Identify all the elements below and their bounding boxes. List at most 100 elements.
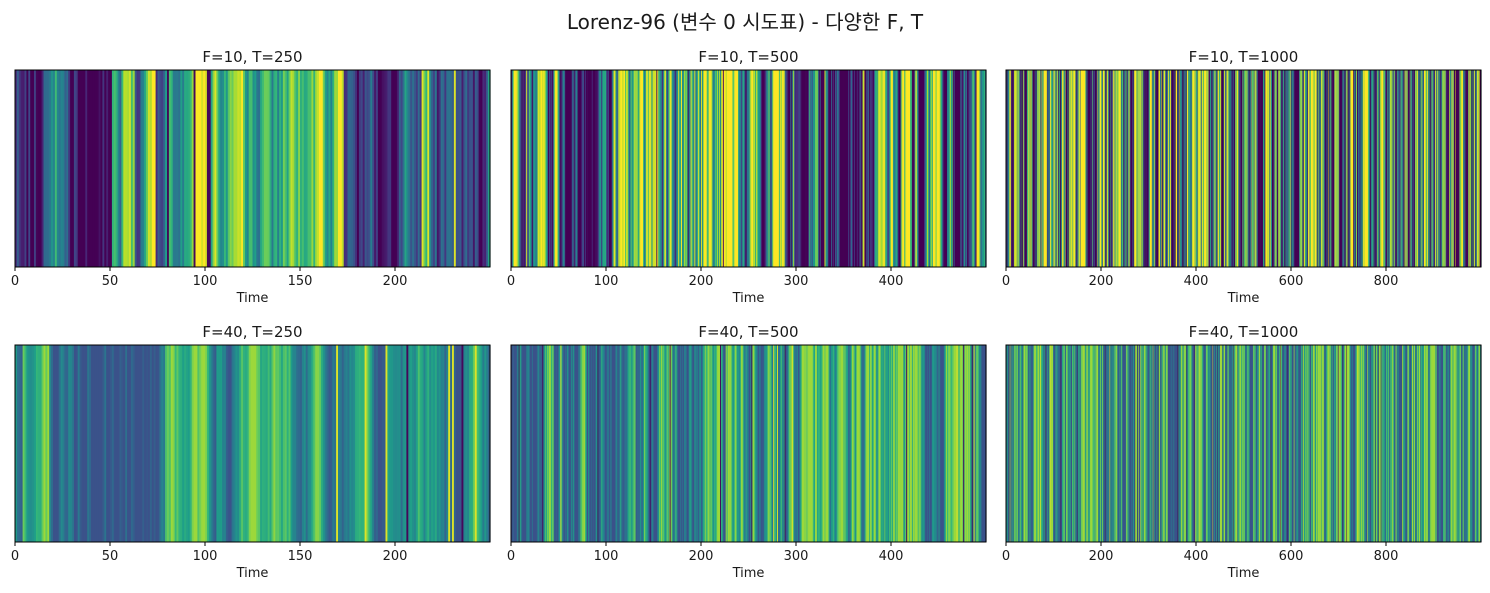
heatmap-column	[482, 345, 485, 542]
heatmap-column	[72, 70, 75, 267]
heatmap-column	[705, 70, 708, 267]
heatmap-column	[300, 345, 303, 542]
heatmap-column	[172, 345, 176, 542]
heatmap-column	[32, 345, 35, 542]
heatmap-column	[530, 345, 532, 542]
heatmap-column	[457, 345, 461, 542]
heatmap-column	[130, 70, 134, 267]
heatmap-column	[910, 70, 912, 267]
heatmap-column	[459, 345, 463, 542]
heatmap-column	[89, 345, 92, 542]
heatmap-column	[326, 70, 330, 267]
heatmap-column	[579, 70, 581, 267]
heatmap-column	[104, 70, 107, 267]
heatmap-column	[859, 345, 862, 542]
heatmap-column	[905, 70, 907, 267]
heatmap-column	[45, 345, 48, 542]
heatmap-column	[645, 70, 648, 267]
heatmap-column	[933, 70, 936, 267]
heatmap-column	[913, 70, 916, 267]
heatmap-column	[781, 70, 784, 267]
heatmap-column	[85, 70, 88, 267]
heatmap-column	[872, 345, 874, 542]
heatmap-column	[41, 345, 45, 542]
heatmap-column	[351, 345, 354, 542]
heatmap-column	[810, 70, 812, 267]
heatmap-column	[372, 345, 375, 542]
heatmap-column	[955, 345, 958, 542]
heatmap-column	[267, 345, 271, 542]
heatmap-column	[552, 70, 555, 267]
heatmap-column	[429, 345, 432, 542]
x-axis-label: Time	[236, 291, 269, 306]
heatmap-column	[626, 70, 629, 267]
heatmap-column	[787, 345, 789, 542]
heatmap-column	[578, 70, 580, 267]
heatmap-column	[79, 70, 83, 267]
heatmap-column	[262, 70, 265, 267]
heatmap-column	[298, 345, 301, 542]
heatmap-column	[585, 70, 587, 267]
heatmap-column	[767, 345, 770, 542]
heatmap-column	[640, 70, 642, 267]
heatmap-column	[917, 70, 920, 267]
heatmap-column	[376, 345, 379, 542]
heatmap-column	[568, 345, 570, 542]
heatmap-column	[625, 70, 627, 267]
heatmap-column	[658, 70, 660, 267]
heatmap-column	[222, 70, 225, 267]
heatmap-column	[777, 70, 779, 267]
heatmap-column	[667, 345, 670, 542]
heatmap-column	[732, 345, 734, 542]
heatmap-column	[176, 70, 179, 267]
heatmap-column	[964, 345, 966, 542]
x-tick-label: 400	[879, 274, 904, 289]
heatmap-column	[429, 70, 432, 267]
heatmap-column	[651, 70, 654, 267]
heatmap-column	[237, 345, 240, 542]
heatmap-column	[946, 345, 948, 542]
heatmap-column	[865, 70, 867, 267]
heatmap-column	[229, 70, 233, 267]
heatmap-column	[672, 70, 675, 267]
heatmap-column	[151, 70, 155, 267]
heatmap-column	[303, 70, 307, 267]
heatmap-column	[545, 345, 547, 542]
heatmap-column	[94, 70, 98, 267]
heatmap-column	[685, 345, 688, 542]
heatmap-column	[208, 70, 212, 267]
heatmap-column	[366, 345, 369, 542]
heatmap-column	[731, 345, 733, 542]
heatmap-column	[353, 345, 356, 542]
heatmap-column	[511, 70, 514, 267]
x-axis-label: Time	[236, 566, 269, 581]
heatmap-column	[685, 70, 688, 267]
heatmap-column	[883, 345, 885, 542]
heatmap-column	[49, 70, 52, 267]
heatmap-column	[313, 70, 316, 267]
heatmap-column	[897, 345, 900, 542]
heatmap-column	[728, 70, 731, 267]
heatmap-column	[512, 70, 515, 267]
heatmap-column	[113, 70, 117, 267]
heatmap-column	[971, 70, 974, 267]
heatmap-column	[193, 345, 197, 542]
heatmap-column	[567, 345, 569, 542]
heatmap-column	[710, 70, 713, 267]
heatmap-column	[574, 70, 577, 267]
heatmap-column	[758, 345, 760, 542]
heatmap-column	[699, 70, 701, 267]
heatmap-column	[818, 345, 821, 542]
heatmap-column	[644, 70, 647, 267]
heatmap-column	[718, 345, 720, 542]
heatmap-column	[442, 70, 445, 267]
heatmap-column	[790, 345, 792, 542]
heatmap-column	[186, 345, 189, 542]
heatmap-column	[878, 345, 881, 542]
heatmap-column	[528, 345, 530, 542]
heatmap-column	[20, 345, 24, 542]
heatmap-column	[519, 345, 522, 542]
heatmap-column	[660, 70, 662, 267]
